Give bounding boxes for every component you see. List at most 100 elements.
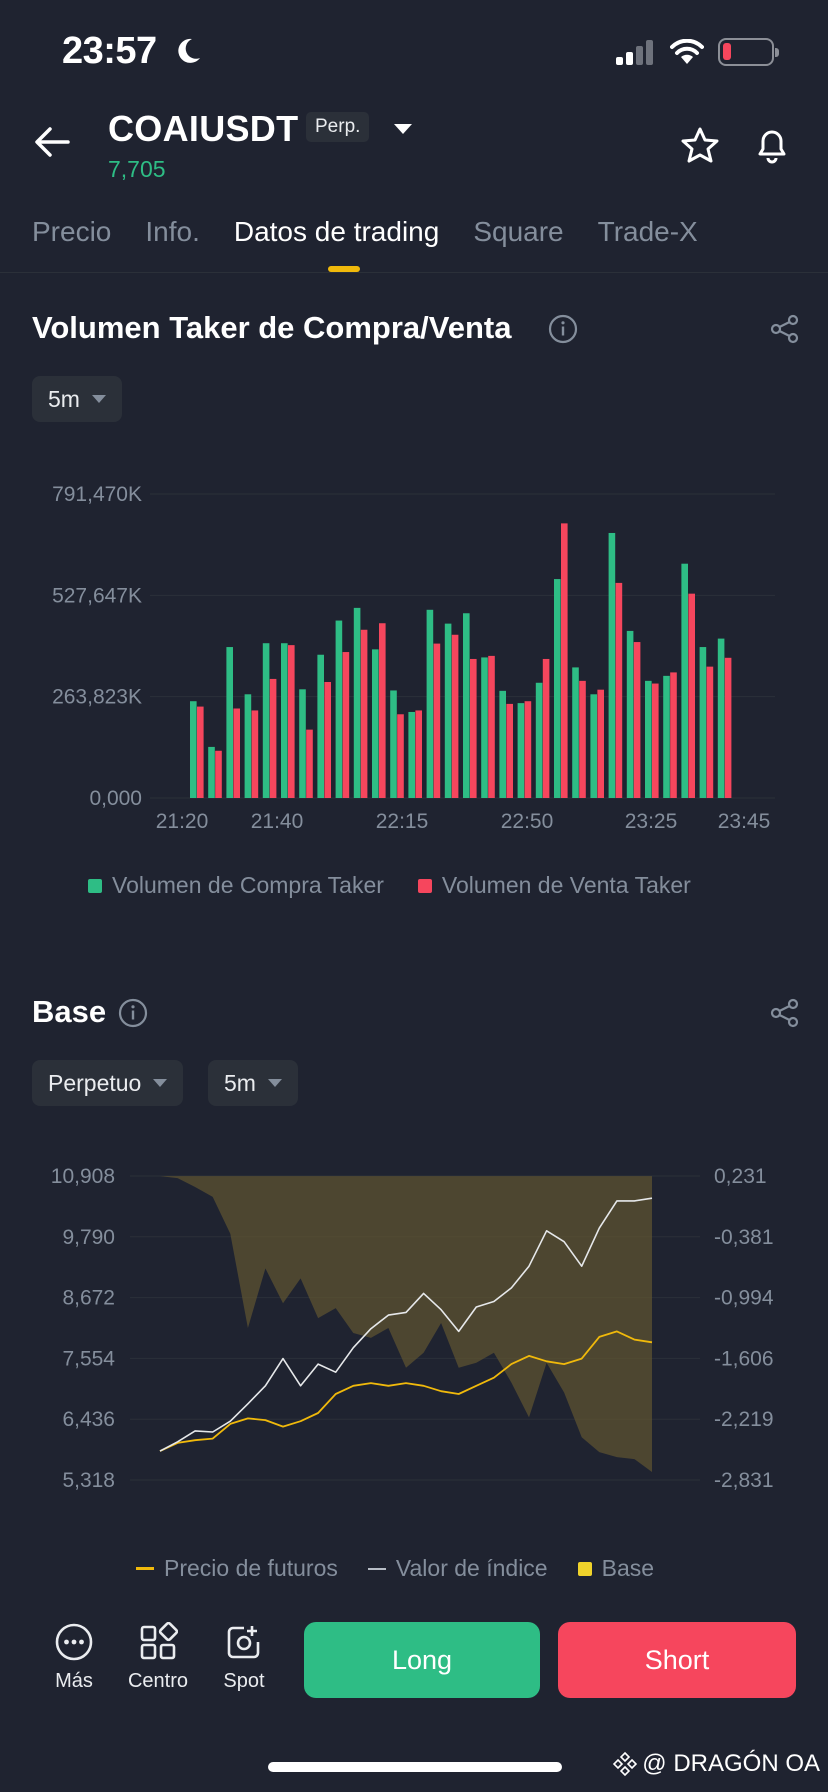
base-legend: Precio de futuros Valor de índice Base <box>136 1555 654 1582</box>
spot-label: Spot <box>223 1670 265 1692</box>
x-tick-label: 23:45 <box>718 810 771 830</box>
sell-volume-bar <box>633 642 641 798</box>
spot-button[interactable]: Spot <box>204 1622 284 1693</box>
sell-volume-bar <box>215 750 222 798</box>
base-legend-label: Base <box>601 1555 655 1581</box>
tab-precio[interactable]: Precio <box>32 216 112 247</box>
buy-volume-bar <box>335 620 343 798</box>
share-icon[interactable] <box>770 314 800 344</box>
taker-interval-value: 5m <box>48 385 80 412</box>
buy-volume-bar <box>554 579 561 798</box>
tab-info[interactable]: Info. <box>145 216 200 247</box>
status-time: 23:57 <box>62 30 157 72</box>
more-button[interactable]: Más <box>34 1622 114 1693</box>
symbol-title[interactable]: COAIUSDT <box>108 108 299 149</box>
info-icon[interactable] <box>548 314 578 344</box>
buy-volume-bar <box>645 680 652 798</box>
symbol-dropdown-icon[interactable] <box>392 122 414 136</box>
y-left-tick-label: 9,790 <box>62 1226 115 1249</box>
buy-volume-bar <box>262 643 270 798</box>
tab-datos-de-trading[interactable]: Datos de trading <box>233 216 440 272</box>
base-legend-swatch <box>577 1561 592 1576</box>
x-tick-label: 22:50 <box>501 810 554 830</box>
buy-volume-bar <box>372 649 379 798</box>
sell-volume-bar <box>251 710 259 798</box>
share-icon[interactable] <box>770 998 800 1028</box>
buy-volume-bar <box>299 689 306 798</box>
index-legend-swatch <box>367 1567 386 1570</box>
buy-volume-bar <box>190 701 197 798</box>
sell-legend-label: Volumen de Venta Taker <box>441 872 691 898</box>
buy-volume-bar <box>535 682 543 798</box>
buy-legend-swatch <box>88 878 102 893</box>
more-icon <box>55 1623 93 1661</box>
sell-volume-bar <box>433 643 441 798</box>
buy-legend-label: Volumen de Compra Taker <box>112 872 384 898</box>
taker-volume-chart: 0,000 263,823K 527,647K 791,470K 21:20 21:40 2… <box>52 483 775 830</box>
back-arrow-icon[interactable] <box>32 124 72 160</box>
tab-square[interactable]: Square <box>473 216 564 247</box>
tab-trade-x[interactable]: Trade-X <box>597 216 698 247</box>
base-title: Base <box>32 994 107 1029</box>
center-button[interactable]: Centro <box>118 1622 198 1693</box>
sell-volume-bar <box>670 672 677 798</box>
sell-volume-bar <box>197 706 204 798</box>
sell-volume-bar <box>379 623 386 798</box>
sell-volume-bar <box>597 689 604 798</box>
sell-volume-bar <box>706 666 714 798</box>
sell-volume-bar <box>506 703 513 798</box>
info-icon[interactable] <box>118 998 148 1028</box>
sell-volume-bar <box>342 652 350 798</box>
dropdown-caret-icon <box>91 395 106 403</box>
taker-interval-dropdown[interactable]: 5m <box>32 376 122 422</box>
y-right-tick-label: -0,994 <box>714 1287 774 1310</box>
center-label: Centro <box>127 1670 189 1692</box>
perp-badge: Perp. <box>306 112 370 142</box>
buy-volume-bar <box>444 623 452 798</box>
buy-volume-bar <box>317 654 324 798</box>
binance-logo-icon <box>613 1751 638 1777</box>
buy-volume-bar <box>699 647 707 798</box>
buy-volume-bar <box>663 675 670 798</box>
base-interval-dropdown[interactable]: 5m <box>208 1060 298 1106</box>
x-tick-label: 21:40 <box>251 810 304 830</box>
sell-volume-bar <box>724 657 732 798</box>
home-indicator[interactable] <box>268 1762 562 1772</box>
y-tick-label: 263,823K <box>52 686 142 709</box>
y-left-tick-label: 5,318 <box>62 1469 115 1492</box>
short-button[interactable]: Short <box>558 1622 796 1698</box>
battery-icon <box>718 38 779 66</box>
dropdown-caret-icon <box>267 1079 282 1087</box>
buy-volume-bar <box>244 694 252 798</box>
y-tick-label: 791,470K <box>52 483 142 506</box>
tab-divider <box>0 272 828 273</box>
tab-bar: Precio Info. Datos de trading Square Tra… <box>32 216 698 272</box>
sell-volume-bar <box>615 582 623 798</box>
sell-volume-bar <box>233 708 240 798</box>
sell-volume-bar <box>470 658 477 798</box>
wifi-icon <box>670 39 704 64</box>
bell-icon[interactable] <box>752 124 792 164</box>
sell-volume-bar <box>415 710 422 798</box>
taker-legend: Volumen de Compra Taker Volumen de Venta… <box>88 872 691 899</box>
buy-volume-bar <box>572 667 579 798</box>
sell-volume-bar <box>397 714 404 798</box>
contract-type-dropdown[interactable]: Perpetuo <box>32 1060 184 1106</box>
moon-icon <box>178 38 200 63</box>
sell-volume-bar <box>542 658 550 798</box>
contract-type-value: Perpetuo <box>48 1069 142 1096</box>
sell-volume-bar <box>451 634 459 798</box>
buy-volume-bar <box>499 690 506 798</box>
buy-volume-bar <box>626 630 634 798</box>
y-left-tick-label: 7,554 <box>62 1347 115 1370</box>
sell-volume-bar <box>488 655 495 798</box>
base-area <box>160 1176 652 1472</box>
signal-icon <box>616 40 653 65</box>
status-icons <box>616 38 779 66</box>
y-left-tick-label: 6,436 <box>62 1408 115 1431</box>
buy-volume-bar <box>681 563 688 798</box>
sell-legend-swatch <box>417 878 432 893</box>
long-button[interactable]: Long <box>304 1622 540 1698</box>
dropdown-caret-icon <box>153 1079 168 1087</box>
favorite-star-icon[interactable] <box>680 126 720 164</box>
